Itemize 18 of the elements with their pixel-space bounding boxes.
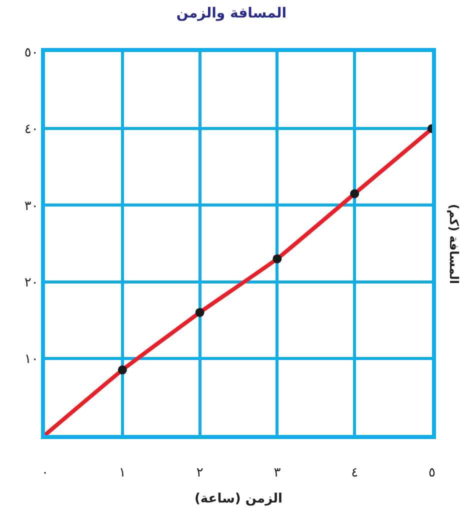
- point: [350, 189, 360, 198]
- x-tick-label: ١: [118, 466, 126, 481]
- x-tick-label: ٠: [42, 466, 48, 481]
- x-axis-title: الزمن (ساعة): [194, 492, 283, 507]
- x-tick-label: ٥: [428, 466, 436, 481]
- point: [118, 365, 127, 374]
- y-tick-label: ٤٠: [24, 122, 38, 138]
- point: [195, 308, 204, 317]
- x-tick-label: ٤: [351, 466, 358, 481]
- x-tick-label: ٣: [274, 466, 281, 481]
- chart-title: المسافة والزمن: [176, 6, 287, 22]
- point: [272, 254, 282, 264]
- x-tick-label: ٢: [196, 466, 204, 481]
- y-axis-title: المسافة (كم): [447, 204, 462, 284]
- y-tick-label: ٥٠: [24, 46, 38, 61]
- y-tick-label: ٣٠: [24, 198, 38, 214]
- y-tick-label: ٢٠: [24, 275, 38, 290]
- y-tick-label: ١٠: [24, 352, 38, 367]
